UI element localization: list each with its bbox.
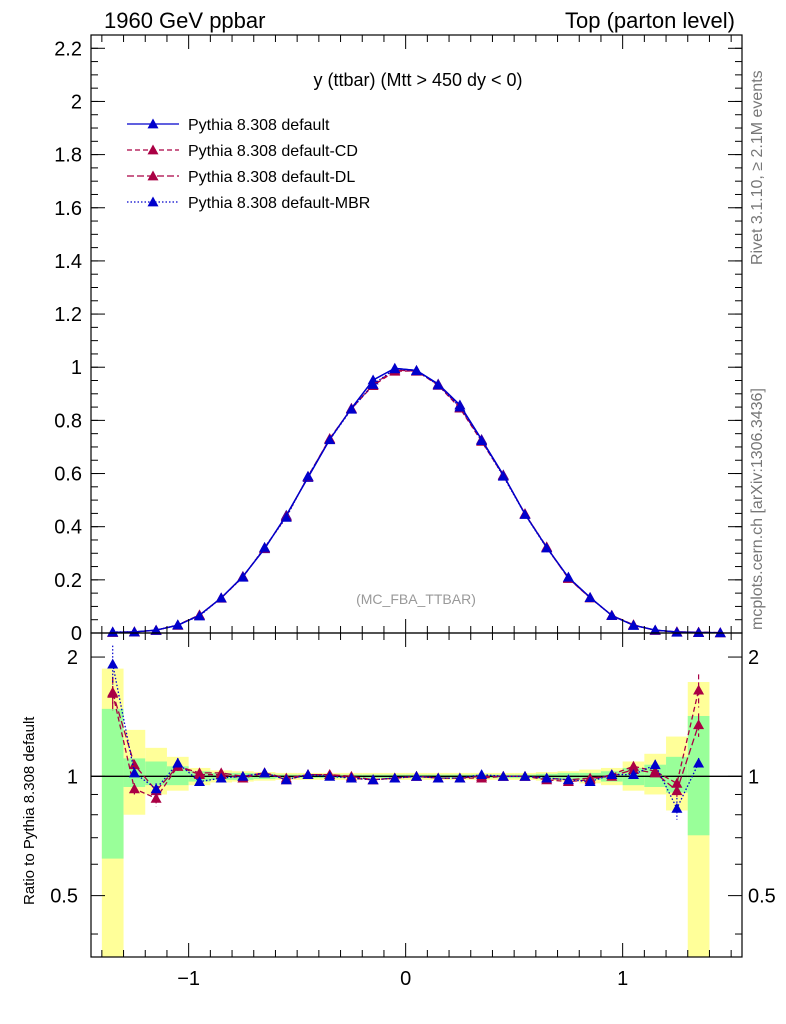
ratio-point xyxy=(150,783,162,794)
ratio-point xyxy=(411,770,422,781)
ratio-point xyxy=(476,769,488,780)
y-tick-label: 1.2 xyxy=(54,304,82,326)
data-point xyxy=(259,541,271,552)
y-tick-label: 1.8 xyxy=(54,145,82,167)
ratio-point xyxy=(584,776,596,786)
y-tick-label: 0 xyxy=(71,623,82,645)
ratio-point xyxy=(606,769,618,780)
ratio-y-tick-label: 0.5 xyxy=(50,886,78,908)
ratio-line-2 xyxy=(112,663,700,810)
ratio-frame xyxy=(90,632,743,958)
uncertainty-band-1sigma xyxy=(687,715,710,836)
ratio-point xyxy=(128,759,140,770)
ratio-point xyxy=(345,772,357,783)
y-tick-label: 1.4 xyxy=(54,251,82,273)
legend-marker xyxy=(147,118,159,129)
mcplots-label: mcplots.cern.ch [arXiv:1306.3436] xyxy=(749,388,766,630)
data-point xyxy=(107,626,119,637)
ratio-y-tick-label-right: 1 xyxy=(748,766,759,788)
y-tick-label: 2 xyxy=(71,91,82,113)
y-tick-label: 0.8 xyxy=(54,410,82,432)
data-point xyxy=(172,619,184,630)
ratio-plot-panel: −1 0 1 0.5 0.5 1 1 2 2 xyxy=(50,35,776,990)
ratio-point xyxy=(172,757,184,768)
ratio-point xyxy=(150,792,162,803)
ratio-point xyxy=(128,783,140,794)
ratio-point xyxy=(280,774,292,785)
rivet-version-label: Rivet 3.1.10, ≥ 2.1M events xyxy=(749,70,766,265)
ratio-point xyxy=(628,769,639,780)
uncertainty-band-1sigma xyxy=(666,756,688,793)
data-point xyxy=(367,378,379,389)
ratio-y-tick-label-right: 0.5 xyxy=(748,886,776,908)
ratio-point xyxy=(107,686,119,697)
energy-label: 1960 GeV ppbar xyxy=(104,8,265,33)
ratio-point xyxy=(237,770,249,781)
legend-label: Pythia 8.308 default-CD xyxy=(188,143,358,160)
ratio-point xyxy=(497,770,509,781)
ratio-point xyxy=(194,776,205,786)
ratio-point xyxy=(454,772,466,783)
x-tick-label: −1 xyxy=(177,968,200,990)
y-tick-label: 2.2 xyxy=(54,38,82,60)
legend-marker xyxy=(147,170,159,181)
ratio-point xyxy=(432,772,444,783)
y-tick-label: 0.2 xyxy=(54,570,82,592)
ratio-point xyxy=(693,719,705,730)
ratio-y-tick-label-right: 2 xyxy=(748,647,759,669)
x-tick-label: 1 xyxy=(617,968,628,990)
y-tick-label: 1 xyxy=(71,357,82,379)
uncertainty-band-1sigma xyxy=(101,708,124,859)
legend-marker xyxy=(147,144,159,155)
series-line-default xyxy=(112,367,721,634)
uncertainty-band-1sigma xyxy=(145,761,167,786)
ratio-point xyxy=(215,772,227,783)
legend-label: Pythia 8.308 default-MBR xyxy=(188,195,370,212)
ratio-point xyxy=(128,767,140,778)
x-tick-label: 0 xyxy=(400,968,411,990)
ratio-y-tick-label: 2 xyxy=(67,647,78,669)
ratio-point xyxy=(367,774,379,785)
legend-marker xyxy=(147,196,159,207)
y-tick-label: 1.6 xyxy=(54,198,82,220)
analysis-watermark: (MC_FBA_TTBAR) xyxy=(356,591,476,607)
ratio-point xyxy=(519,770,531,781)
ratio-point xyxy=(628,764,639,774)
ratio-point xyxy=(302,769,314,780)
ratio-point xyxy=(693,684,705,695)
ratio-line-1 xyxy=(112,692,700,792)
ratio-point xyxy=(671,802,683,813)
ratio-point xyxy=(649,759,661,770)
ratio-point xyxy=(562,774,574,785)
ratio-point xyxy=(671,777,683,788)
main-plot-panel: 0 0.2 0.4 0.6 0.8 1 1.2 1.4 1.6 1.8 2 2.2 y (ttbar) … xyxy=(54,34,743,645)
ratio-point xyxy=(107,658,119,669)
ratio-point xyxy=(671,785,683,796)
ratio-point xyxy=(693,757,705,768)
ratio-y-tick-label: 1 xyxy=(67,766,78,788)
process-label: Top (parton level) xyxy=(565,8,735,33)
ratio-point xyxy=(389,772,401,783)
ratio-point xyxy=(259,767,271,778)
legend-label: Pythia 8.308 default-DL xyxy=(188,169,355,186)
ratio-point xyxy=(324,770,336,781)
ratio-point xyxy=(541,772,553,783)
legend-label: Pythia 8.308 default xyxy=(188,117,330,134)
ratio-point xyxy=(215,767,227,778)
ratio-point xyxy=(194,767,205,778)
data-point xyxy=(302,470,314,481)
y-tick-label: 0.6 xyxy=(54,464,82,486)
y-tick-label: 0.4 xyxy=(54,517,82,539)
ratio-y-axis-label: Ratio to Pythia 8.308 default xyxy=(21,716,38,905)
chart-title: y (ttbar) (Mtt > 450 dy < 0) xyxy=(313,70,522,90)
ratio-point xyxy=(649,767,661,778)
